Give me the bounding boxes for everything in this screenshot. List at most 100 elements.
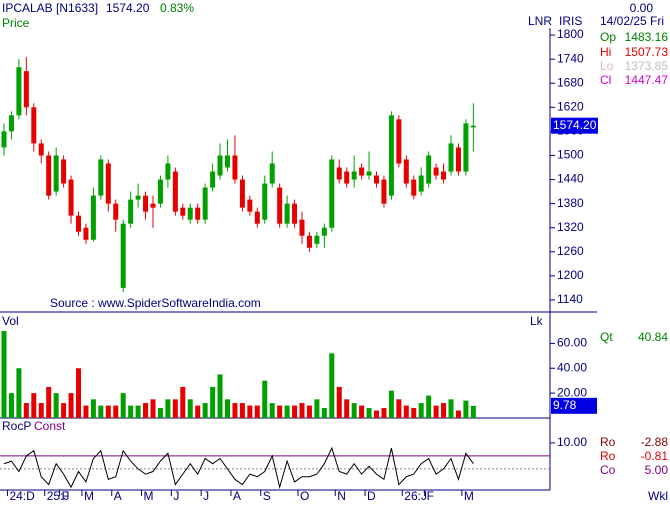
x-tick-label: A: [233, 489, 241, 503]
volume-bar: [98, 405, 104, 418]
last-price-label: 1574.20: [553, 118, 597, 132]
price-title: Price: [2, 16, 30, 30]
candle-body: [120, 223, 126, 288]
y-tick-label: 1320: [557, 220, 584, 234]
ohlc-label: Op: [600, 30, 616, 44]
volume-bar: [165, 399, 171, 418]
volume-bar: [187, 399, 193, 418]
stat-value: 40.84: [638, 330, 668, 344]
roc-legend-value: -0.81: [641, 449, 669, 463]
candle-body: [76, 215, 81, 232]
stat-label: Qt: [600, 330, 613, 344]
volume-bar: [254, 405, 260, 418]
candle-body: [98, 159, 104, 196]
x-tick-label: O: [300, 489, 309, 503]
y-tick-label: 1200: [557, 268, 584, 282]
volume-bar: [314, 399, 320, 418]
source: Source : www.SpiderSoftwareIndia.com: [50, 296, 261, 310]
x-tick-label: 25:J: [47, 489, 70, 503]
candle-body: [247, 199, 253, 212]
candle-body: [455, 147, 461, 172]
volume-bar: [68, 393, 74, 418]
volume-bar: [247, 405, 253, 418]
candle-body: [411, 179, 417, 196]
volume-bar: [448, 399, 454, 418]
volume-bar: [411, 408, 417, 418]
volume-bar: [463, 400, 469, 418]
candle-body: [396, 119, 402, 164]
date: 14/02/25 Fri: [600, 14, 664, 28]
candle-body: [366, 171, 372, 176]
candle-body: [90, 195, 96, 240]
candle-body: [210, 171, 216, 188]
ohlc-label: Hi: [600, 45, 611, 59]
candle-body: [448, 143, 454, 172]
volume-bar: [83, 405, 89, 418]
candle-body: [463, 123, 469, 172]
y-tick-label: 1500: [557, 148, 584, 162]
y-tick-label: 1380: [557, 196, 584, 210]
roc-subtitle: Const: [34, 419, 66, 433]
y-tick-label: 60.00: [557, 336, 587, 350]
candle-body: [31, 107, 37, 144]
x-tick-label: F: [427, 489, 434, 503]
change: 0.83%: [160, 1, 194, 15]
volume-bar: [470, 405, 476, 418]
roc-legend-value: 5.00: [645, 463, 669, 477]
x-tick-label: 26:J: [404, 489, 427, 503]
roc-legend-value: -2.88: [641, 435, 669, 449]
candle-body: [336, 167, 342, 180]
candle-body: [68, 179, 74, 216]
x-tick-label: J: [203, 489, 209, 503]
last-volume-label: 9.78: [553, 398, 577, 412]
right-value: 0.00: [630, 1, 654, 15]
candle-body: [254, 211, 260, 224]
candle-body: [306, 235, 312, 248]
volume-bar: [217, 374, 223, 418]
ohlc-label: Cl: [600, 73, 611, 87]
candle-body: [1, 131, 7, 148]
candle-body: [232, 155, 238, 180]
y-tick-label: 1140: [557, 292, 583, 306]
last-price-box: [551, 117, 598, 134]
candle-body: [381, 179, 387, 204]
volume-bar: [16, 368, 22, 418]
candle-body: [61, 159, 67, 184]
volume-bar: [344, 399, 350, 418]
x-tick-label: M: [144, 489, 154, 503]
scale-mode: LNR: [528, 14, 552, 28]
candle-body: [441, 171, 447, 180]
volume-bar: [239, 403, 245, 418]
candle-body: [46, 155, 52, 196]
volume-bar: [321, 408, 327, 418]
candle-body: [53, 155, 59, 192]
candle-body: [8, 115, 14, 132]
volume-bar: [455, 410, 461, 418]
candle-body: [433, 167, 439, 176]
y-tick-label: 1260: [557, 244, 584, 258]
volume-bar: [284, 405, 290, 418]
y-tick-label: 20.00: [557, 385, 587, 399]
indicator: IRIS: [559, 14, 582, 28]
volume-bar: [61, 403, 67, 418]
y-tick-label: 1620: [557, 99, 584, 113]
candle-body: [284, 203, 290, 224]
x-tick-label: N: [337, 489, 346, 503]
volume-bar: [388, 390, 394, 418]
candle-body: [292, 203, 298, 224]
roc-legend-label: Ro: [600, 435, 616, 449]
x-tick-label: F: [62, 489, 69, 503]
volume-bar: [90, 399, 96, 418]
volume-bar: [441, 403, 447, 418]
x-tick-label: D: [367, 489, 376, 503]
volume-bar: [277, 405, 283, 418]
candle-body: [150, 203, 156, 208]
volume-bar: [426, 395, 432, 418]
volume-bar: [306, 405, 312, 418]
volume-bar: [172, 399, 178, 418]
y-tick-label: 1800: [557, 27, 584, 41]
volume-bar: [76, 368, 81, 418]
symbol: IPCALAB [N1633]: [2, 1, 98, 15]
